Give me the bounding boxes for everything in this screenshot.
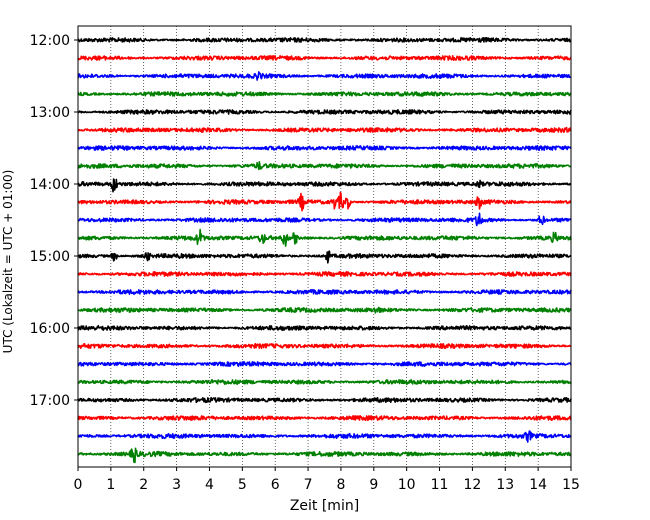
trace-1630 xyxy=(77,360,572,367)
trace-1530 xyxy=(77,289,572,295)
x-tick-label: 4 xyxy=(205,477,214,493)
x-tick-label: 7 xyxy=(304,477,313,493)
x-axis: 0 1 2 3 4 5 6 7 8 9 10 11 12 13 14 15 xyxy=(74,467,580,493)
trace-1445 xyxy=(77,228,572,247)
x-tick-label: 8 xyxy=(336,477,345,493)
trace-1545 xyxy=(77,306,572,314)
x-tick-label: 3 xyxy=(172,477,181,493)
x-tick-label: 13 xyxy=(496,477,514,493)
trace-1430 xyxy=(77,212,572,227)
trace-1300 xyxy=(77,109,572,115)
trace-1715 xyxy=(77,414,572,422)
trace-1730 xyxy=(77,430,572,443)
trace-1245 xyxy=(77,91,572,97)
trace-1600 xyxy=(77,324,572,331)
y-tick-label: 17:00 xyxy=(30,393,70,409)
x-tick-label: 6 xyxy=(271,477,280,493)
x-tick-label: 1 xyxy=(106,477,115,493)
y-axis: 12:00 13:00 14:00 15:00 16:00 17:00 xyxy=(30,33,78,409)
trace-1230 xyxy=(77,71,572,81)
plot-frame xyxy=(77,25,572,468)
trace-1745 xyxy=(77,447,572,464)
trace-1215 xyxy=(77,54,572,62)
y-tick-label: 14:00 xyxy=(30,177,70,193)
trace-1330 xyxy=(77,145,572,151)
trace-1700 xyxy=(77,396,572,404)
y-tick-label: 15:00 xyxy=(30,249,70,265)
x-tick-label: 0 xyxy=(74,477,83,493)
x-tick-label: 11 xyxy=(431,477,449,493)
seismic-traces xyxy=(77,37,572,464)
trace-1515 xyxy=(77,271,572,277)
trace-1400 xyxy=(77,178,572,193)
trace-1345 xyxy=(77,160,572,171)
x-tick-label: 12 xyxy=(463,477,481,493)
x-tick-label: 10 xyxy=(398,477,416,493)
x-tick-label: 15 xyxy=(562,477,580,493)
x-tick-label: 9 xyxy=(369,477,378,493)
x-axis-label: Zeit [min] xyxy=(290,498,359,514)
y-tick-label: 16:00 xyxy=(30,321,70,337)
trace-1615 xyxy=(77,342,572,350)
trace-1500 xyxy=(77,250,572,264)
y-tick-label: 12:00 xyxy=(30,33,70,49)
x-tick-label: 14 xyxy=(529,477,547,493)
x-tick-label: 2 xyxy=(139,477,148,493)
trace-1315 xyxy=(77,126,572,134)
y-axis-label: UTC (Lokalzeit = UTC + 01:00) xyxy=(1,170,15,354)
trace-1200 xyxy=(77,37,572,43)
y-tick-label: 13:00 xyxy=(30,105,70,121)
trace-1415 xyxy=(77,191,572,212)
trace-1645 xyxy=(77,379,572,386)
x-tick-label: 5 xyxy=(238,477,247,493)
